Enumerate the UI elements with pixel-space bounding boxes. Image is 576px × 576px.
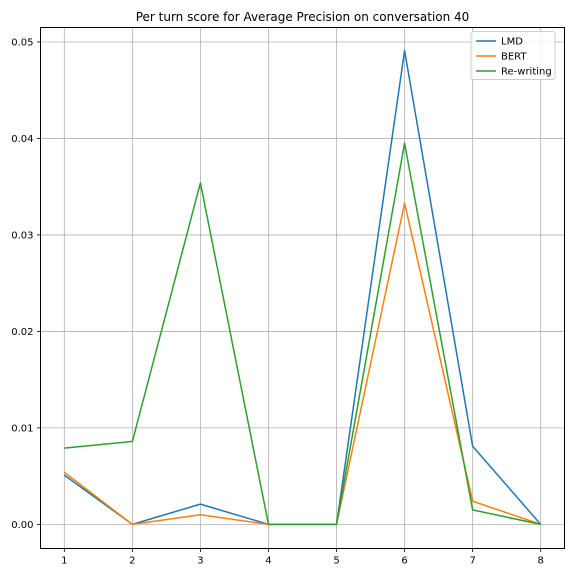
legend-label-re-writing: Re-writing bbox=[501, 67, 552, 78]
x-tick-label: 5 bbox=[333, 556, 339, 567]
y-tick-label: 0.04 bbox=[11, 134, 33, 145]
y-tick-label: 0.01 bbox=[11, 423, 33, 434]
plot-frame bbox=[40, 27, 565, 549]
y-axis: 0.00 0.01 0.02 0.03 0.04 0.05 bbox=[11, 37, 41, 531]
x-tick-label: 6 bbox=[401, 556, 407, 567]
chart-title: Per turn score for Average Precision on … bbox=[136, 10, 470, 24]
x-tick-label: 4 bbox=[265, 556, 271, 567]
y-tick-label: 0.03 bbox=[11, 230, 33, 241]
y-tick-label: 0.02 bbox=[11, 327, 33, 338]
legend: LMD BERT Re-writing bbox=[470, 31, 556, 80]
grid bbox=[40, 27, 565, 549]
x-axis: 1 2 3 4 5 6 7 8 bbox=[61, 548, 544, 567]
y-tick-label: 0.00 bbox=[11, 520, 33, 531]
series-layer bbox=[63, 49, 542, 526]
x-tick-label: 3 bbox=[197, 556, 203, 567]
x-tick-label: 8 bbox=[537, 556, 543, 567]
legend-label-bert: BERT bbox=[501, 52, 527, 63]
series-line-re-writing bbox=[64, 142, 541, 526]
legend-box bbox=[470, 31, 556, 80]
legend-label-lmd: LMD bbox=[501, 37, 523, 48]
x-tick-label: 2 bbox=[129, 556, 135, 567]
x-tick-label: 1 bbox=[61, 556, 67, 567]
y-tick-label: 0.05 bbox=[11, 37, 33, 48]
x-tick-label: 7 bbox=[469, 556, 475, 567]
